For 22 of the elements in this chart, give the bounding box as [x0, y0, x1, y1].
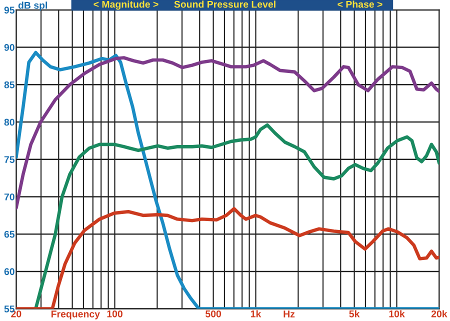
- chart-title: Sound Pressure Level: [174, 0, 276, 8]
- y-tick-label: 70: [4, 193, 14, 200]
- y-tick-label: 75: [4, 156, 15, 163]
- y-tick-label: 90: [4, 44, 14, 51]
- text: < Magnitude >: [94, 0, 158, 10]
- text: Hz: [284, 310, 295, 318]
- y-tick-label: 85: [4, 81, 15, 88]
- y-tick-label: 55: [4, 306, 15, 312]
- x-tick-label: 1k: [250, 310, 262, 318]
- x-tick-label: 20: [11, 310, 22, 318]
- x-tick-label: 10k: [389, 310, 405, 318]
- x-tick-label: 100: [107, 310, 122, 318]
- x-tick-label: 20k: [431, 310, 448, 318]
- x-tick-label: 5k: [349, 310, 360, 318]
- text: < Phase >: [338, 0, 382, 8]
- y-tick-label: 80: [4, 118, 14, 126]
- y-tick-label: 60: [4, 268, 14, 276]
- x-tick-label: 500: [206, 310, 222, 318]
- y-axis-title: dB spl: [18, 2, 48, 11]
- y-tick-label: 65: [4, 230, 15, 238]
- x-axis-title: Frequency: [51, 310, 100, 320]
- y-tick-label: 95: [4, 6, 15, 14]
